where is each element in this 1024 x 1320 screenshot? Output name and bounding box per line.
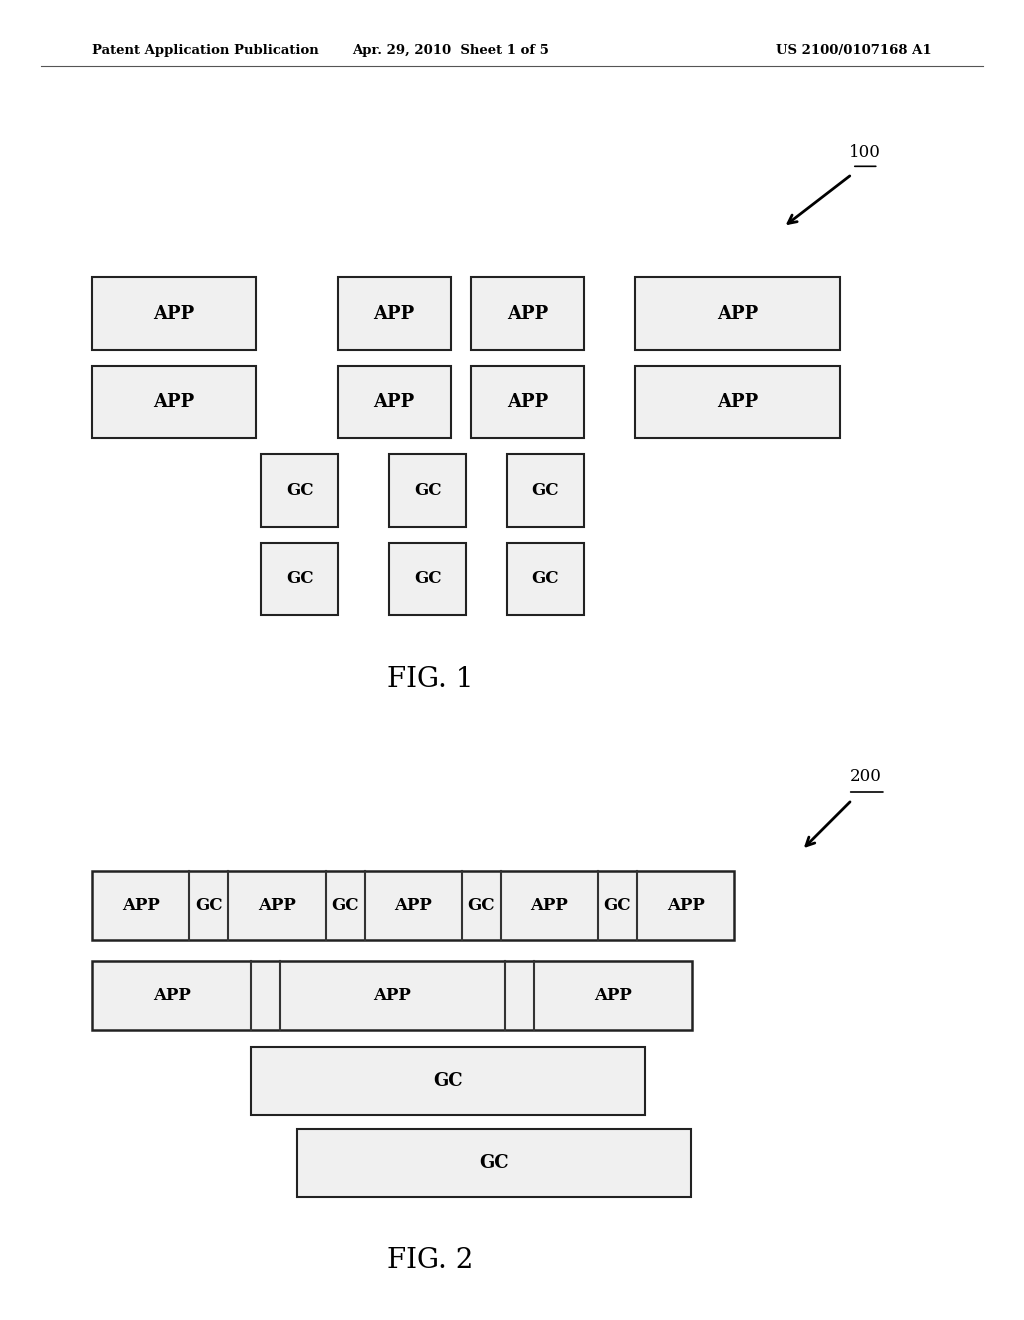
FancyBboxPatch shape (92, 961, 692, 1030)
FancyBboxPatch shape (635, 277, 840, 350)
Text: APP: APP (258, 898, 296, 913)
Text: APP: APP (374, 987, 411, 1003)
FancyBboxPatch shape (507, 454, 584, 527)
FancyBboxPatch shape (261, 454, 338, 527)
FancyBboxPatch shape (635, 366, 840, 438)
Text: APP: APP (374, 393, 415, 411)
Text: APP: APP (154, 393, 195, 411)
Text: APP: APP (122, 898, 160, 913)
FancyBboxPatch shape (338, 366, 451, 438)
Text: 100: 100 (849, 144, 882, 161)
Text: GC: GC (286, 570, 313, 587)
Text: GC: GC (286, 482, 313, 499)
Text: GC: GC (468, 898, 495, 913)
FancyBboxPatch shape (297, 1129, 691, 1197)
Text: APP: APP (507, 393, 548, 411)
FancyBboxPatch shape (471, 277, 584, 350)
Text: GC: GC (414, 570, 441, 587)
FancyBboxPatch shape (92, 366, 256, 438)
Text: GC: GC (433, 1072, 463, 1090)
Text: Patent Application Publication: Patent Application Publication (92, 44, 318, 57)
FancyBboxPatch shape (251, 1047, 645, 1115)
Text: APP: APP (153, 987, 190, 1003)
Text: GC: GC (196, 898, 222, 913)
Text: APP: APP (667, 898, 705, 913)
Text: APP: APP (717, 305, 758, 322)
Text: GC: GC (479, 1154, 509, 1172)
Text: FIG. 1: FIG. 1 (387, 667, 473, 693)
Text: GC: GC (414, 482, 441, 499)
FancyBboxPatch shape (92, 871, 734, 940)
Text: APP: APP (507, 305, 548, 322)
Text: GC: GC (332, 898, 358, 913)
Text: APP: APP (594, 987, 632, 1003)
Text: APP: APP (530, 898, 568, 913)
Text: Apr. 29, 2010  Sheet 1 of 5: Apr. 29, 2010 Sheet 1 of 5 (352, 44, 549, 57)
FancyBboxPatch shape (471, 366, 584, 438)
Text: 200: 200 (849, 768, 882, 785)
FancyBboxPatch shape (507, 543, 584, 615)
Text: FIG. 2: FIG. 2 (387, 1247, 473, 1274)
Text: US 2100/0107168 A1: US 2100/0107168 A1 (776, 44, 932, 57)
FancyBboxPatch shape (389, 454, 466, 527)
Text: GC: GC (531, 482, 559, 499)
FancyBboxPatch shape (389, 543, 466, 615)
Text: GC: GC (604, 898, 631, 913)
FancyBboxPatch shape (92, 277, 256, 350)
Text: APP: APP (394, 898, 432, 913)
FancyBboxPatch shape (338, 277, 451, 350)
Text: APP: APP (717, 393, 758, 411)
Text: APP: APP (154, 305, 195, 322)
Text: GC: GC (531, 570, 559, 587)
Text: APP: APP (374, 305, 415, 322)
FancyBboxPatch shape (261, 543, 338, 615)
